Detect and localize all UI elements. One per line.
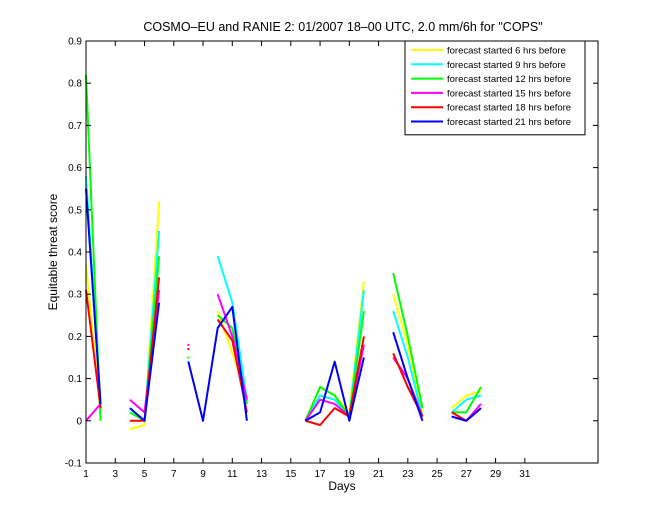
x-tick-label: 7 bbox=[171, 469, 177, 480]
legend: forecast started 6 hrs before forecast st… bbox=[404, 40, 586, 136]
y-tick-label: 0.9 bbox=[68, 37, 82, 48]
x-tick-label: 15 bbox=[285, 469, 297, 480]
y-tick-label: 0.1 bbox=[68, 374, 82, 385]
series-3-segment-5 bbox=[304, 310, 365, 422]
x-axis-label: Days bbox=[328, 479, 355, 493]
legend-label-3: forecast started 12 hrs before bbox=[447, 74, 571, 85]
y-tick-label: 0.6 bbox=[68, 163, 82, 174]
x-tick-label: 21 bbox=[373, 469, 385, 480]
legend-label-4: forecast started 15 hrs before bbox=[447, 88, 571, 99]
series-2-segment-6 bbox=[392, 310, 424, 417]
x-tick-label: 3 bbox=[112, 469, 118, 480]
y-tick-label: 0.4 bbox=[68, 248, 82, 259]
series-5-segment-5 bbox=[305, 336, 365, 426]
y-tick-label: -0.1 bbox=[65, 459, 83, 470]
series-6-segment-2 bbox=[129, 302, 161, 422]
chart-title: COSMO–EU and RANIE 2: 01/2007 18–00 UTC,… bbox=[143, 20, 542, 34]
series-1-segment-7 bbox=[451, 390, 482, 409]
y-tick-label: 0 bbox=[76, 416, 82, 427]
series-3-segment-7 bbox=[451, 386, 482, 414]
x-tick-label: 31 bbox=[519, 469, 531, 480]
y-tick-label: 0.8 bbox=[68, 79, 82, 90]
series-1-segment-6 bbox=[392, 293, 424, 413]
x-tick-label: 17 bbox=[314, 469, 326, 480]
y-tick-label: 0.7 bbox=[68, 121, 82, 132]
y-tick-label: 0.5 bbox=[68, 205, 82, 216]
y-axis-label: Equitable threat score bbox=[46, 193, 60, 310]
x-tick-label: 19 bbox=[344, 469, 356, 480]
axis-layer: 1 3 5 7 9 11 13 15 17 19 21 23 25 27 29 31-0.100.10.20.… bbox=[65, 37, 599, 480]
series-6-segment-3 bbox=[187, 305, 248, 422]
x-tick-label: 27 bbox=[461, 469, 473, 480]
series-3-segment-6 bbox=[392, 272, 424, 409]
series-6-segment-6 bbox=[451, 407, 482, 422]
x-tick-label: 9 bbox=[200, 469, 206, 480]
series-6 bbox=[85, 188, 482, 422]
x-tick-label: 1 bbox=[83, 469, 89, 480]
y-tick-label: 0.3 bbox=[68, 290, 82, 301]
series-layer bbox=[85, 74, 482, 431]
x-tick-label: 13 bbox=[256, 469, 268, 480]
legend-label-5: forecast started 18 hrs before bbox=[447, 103, 571, 114]
x-tick-label: 5 bbox=[142, 469, 148, 480]
x-tick-label: 11 bbox=[227, 469, 238, 480]
legend-label-6: forecast started 21 hrs before bbox=[447, 117, 571, 128]
series-5-segment-1 bbox=[85, 289, 102, 409]
series-6-segment-1 bbox=[85, 188, 102, 404]
series-2-segment-4 bbox=[216, 255, 248, 400]
x-tick-label: 23 bbox=[402, 469, 414, 480]
x-tick-label: 25 bbox=[432, 469, 444, 480]
y-tick-label: 0.2 bbox=[68, 332, 82, 343]
x-tick-label: 29 bbox=[490, 469, 502, 480]
series-6-segment-5 bbox=[392, 331, 424, 422]
series-6-segment-4 bbox=[304, 357, 365, 422]
series-4-segment-1 bbox=[85, 403, 102, 422]
legend-label-2: forecast started 9 hrs before bbox=[447, 60, 566, 71]
legend-box bbox=[404, 40, 586, 136]
legend-label-1: forecast started 6 hrs before bbox=[447, 46, 566, 57]
series-1-segment-2 bbox=[129, 201, 161, 431]
